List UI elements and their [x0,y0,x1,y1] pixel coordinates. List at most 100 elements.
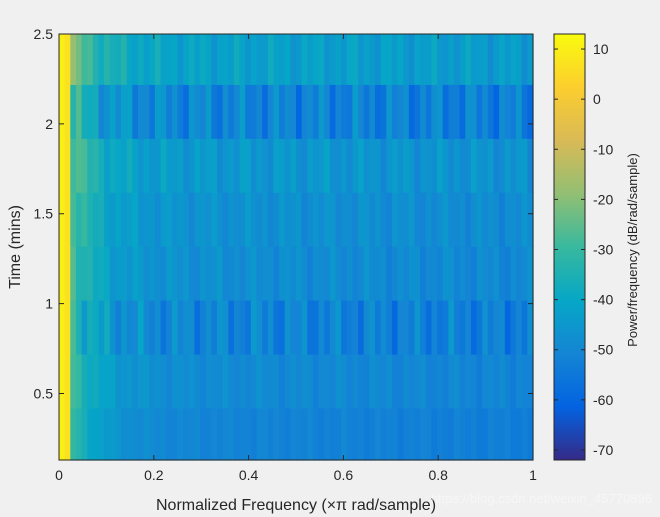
heatmap-cell [358,138,365,193]
heatmap-cell [245,192,252,247]
heatmap-cell [149,353,156,409]
x-tick-label: 1 [529,467,537,483]
heatmap-cell [324,246,331,301]
heatmap-cell [341,353,348,409]
spectrogram-heatmap [59,34,534,461]
heatmap-cell [482,300,489,355]
heatmap-cell [363,138,370,193]
heatmap-cell [448,353,455,409]
heatmap-cell [318,192,325,247]
heatmap-cell [188,246,196,301]
heatmap-cell [329,353,337,409]
heatmap-cell [138,300,145,355]
heatmap-cell [296,138,303,193]
heatmap-cell [217,353,224,409]
heatmap-cell [504,84,512,139]
heatmap-cell [369,300,376,355]
heatmap-cell [369,192,376,247]
heatmap-cell [284,138,291,193]
heatmap-cell [296,246,303,301]
heatmap-cell [380,34,387,85]
heatmap-cell [454,192,461,247]
heatmap-cell [262,34,269,85]
heatmap-cell [217,246,224,301]
heatmap-cell [499,246,506,301]
heatmap-cell [307,84,314,139]
heatmap-cell [482,246,489,301]
heatmap-cell [448,84,455,139]
heatmap-cell [493,353,500,409]
heatmap-cell [346,84,354,139]
heatmap-cell [296,84,303,139]
heatmap-cell [154,192,162,247]
x-tick-label: 0 [55,467,63,483]
heatmap-cell [510,138,517,193]
heatmap-cell [470,300,478,355]
heatmap-cell [375,300,382,355]
heatmap-cell [493,300,500,355]
y-axis-label: Time (mins) [7,205,24,289]
heatmap-cell [527,353,534,409]
heatmap-cell [64,246,71,301]
heatmap-cell [442,84,449,139]
heatmap-cell [375,353,382,409]
heatmap-cell [81,34,88,85]
heatmap-cell [414,246,421,301]
heatmap-cell [92,192,100,247]
heatmap-cell [397,246,404,301]
heatmap-cell [510,407,517,461]
heatmap-cell [312,138,320,193]
heatmap-cell [499,138,506,193]
heatmap-cell [397,407,404,461]
heatmap-cell [211,300,218,355]
heatmap-cell [87,138,94,193]
heatmap-cell [256,34,263,85]
heatmap-cell [465,84,472,139]
heatmap-cell [273,300,280,355]
heatmap-cell [425,192,433,247]
heatmap-cell [375,407,382,461]
heatmap-cell [408,407,416,461]
heatmap-cell [160,353,167,409]
heatmap-cell [115,84,122,139]
heatmap-cell [138,84,145,139]
heatmap-cell [70,246,77,301]
heatmap-cell [188,407,196,461]
colorbar [553,33,586,461]
heatmap-cell [408,246,416,301]
heatmap-cell [104,84,111,139]
heatmap-cell [64,192,71,247]
heatmap-cell [341,138,348,193]
heatmap-cell [194,34,201,85]
heatmap-cell [391,407,399,461]
heatmap-cell [149,34,156,85]
heatmap-cell [459,353,466,409]
heatmap-cell [465,138,472,193]
heatmap-cell [75,246,83,301]
heatmap-cell [166,353,173,409]
heatmap-cell [324,34,331,85]
heatmap-cell [250,407,258,461]
heatmap-cell [527,34,534,85]
heatmap-cell [504,300,512,355]
x-tick-label: 0.6 [334,467,354,483]
heatmap-cell [126,138,133,193]
heatmap-cell [239,353,246,409]
heatmap-cell [239,138,246,193]
heatmap-cell [256,246,263,301]
heatmap-cell [414,192,421,247]
heatmap-cell [115,138,122,193]
heatmap-cell [307,246,314,301]
heatmap-cell [132,192,139,247]
heatmap-cell [279,246,286,301]
heatmap-cell [335,84,342,139]
heatmap-cell [109,246,117,301]
heatmap-cell [391,84,399,139]
heatmap-cell [307,138,314,193]
heatmap-cell [386,34,393,85]
heatmap-cell [171,34,179,85]
heatmap-cell [307,192,314,247]
heatmap-cell [171,407,179,461]
heatmap-cell [352,407,359,461]
heatmap-cell [352,246,359,301]
